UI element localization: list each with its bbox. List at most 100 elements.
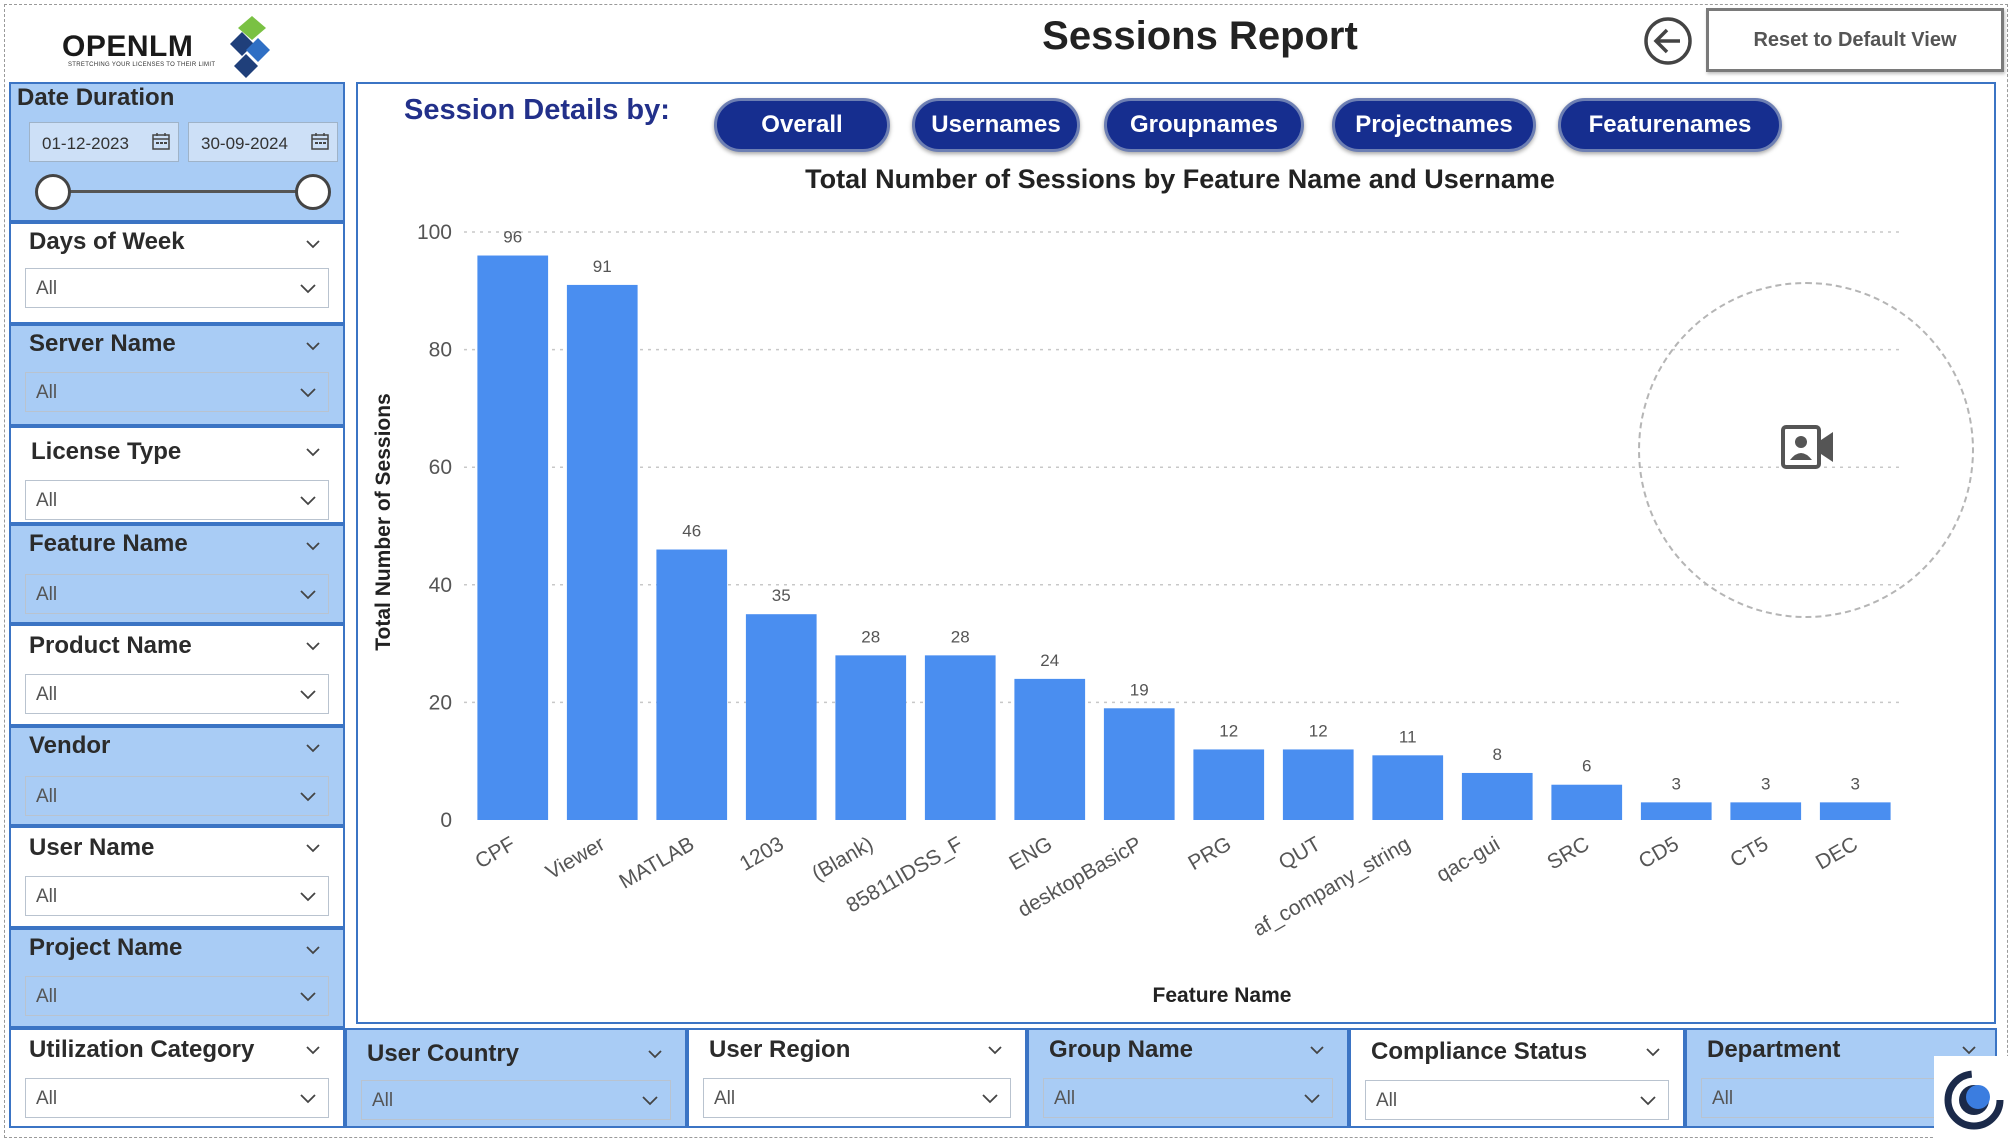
dropdown-license-type[interactable]: All [25, 480, 329, 520]
tab-overall[interactable]: Overall [714, 98, 890, 152]
chart-title: Total Number of Sessions by Feature Name… [805, 164, 1555, 194]
data-label: 46 [682, 522, 701, 541]
chevron-down-icon[interactable] [300, 280, 316, 296]
chevron-down-icon[interactable] [1640, 1092, 1656, 1108]
slicer-feature-name: Feature Name All [9, 524, 345, 624]
date-range-track[interactable] [55, 190, 315, 193]
x-tick-label: qac-gui [1433, 832, 1504, 886]
chevron-down-icon[interactable] [305, 338, 321, 354]
slicer-title: Days of Week [29, 228, 185, 255]
x-axis-label: Feature Name [1153, 984, 1292, 1007]
chevron-down-icon[interactable] [1309, 1042, 1325, 1058]
chevron-down-icon[interactable] [305, 942, 321, 958]
chevron-down-icon[interactable] [300, 788, 316, 804]
chevron-down-icon[interactable] [642, 1092, 658, 1108]
dropdown-group-name[interactable]: All [1043, 1078, 1333, 1118]
dropdown-days-of-week[interactable]: All [25, 268, 329, 308]
dropdown-value: All [1054, 1088, 1076, 1109]
tab-featurenames[interactable]: Featurenames [1558, 98, 1782, 152]
video-placeholder[interactable] [1638, 282, 1974, 618]
slicer-user-name: User Name All [9, 826, 345, 928]
data-label: 12 [1219, 721, 1238, 740]
dropdown-utilization-category[interactable]: All [25, 1078, 329, 1118]
data-label: 35 [772, 586, 791, 605]
tab-groupnames[interactable]: Groupnames [1104, 98, 1304, 152]
chevron-down-icon[interactable] [300, 988, 316, 1004]
chevron-down-icon[interactable] [982, 1090, 998, 1106]
x-tick-label: QUT [1275, 832, 1325, 874]
chevron-down-icon[interactable] [305, 538, 321, 554]
slicer-title: Project Name [29, 934, 183, 961]
slicer-user-country: User Country All [345, 1028, 687, 1128]
slicer-title: User Name [29, 834, 155, 861]
chevron-down-icon[interactable] [300, 384, 316, 400]
y-tick-label: 80 [429, 339, 452, 362]
dropdown-product-name[interactable]: All [25, 674, 329, 714]
bar [1640, 802, 1712, 820]
dropdown-compliance-status[interactable]: All [1365, 1080, 1669, 1120]
calendar-icon[interactable] [152, 132, 170, 150]
dropdown-feature-name[interactable]: All [25, 574, 329, 614]
dropdown-project-name[interactable]: All [25, 976, 329, 1016]
slicer-utilization-category: Utilization Category All [9, 1028, 345, 1128]
reset-default-view-button[interactable]: Reset to Default View [1706, 8, 2004, 72]
date-range-start-handle[interactable] [35, 174, 71, 210]
dropdown-user-country[interactable]: All [361, 1080, 671, 1120]
slicer-project-name: Project Name All [9, 928, 345, 1028]
page-title: Sessions Report [1042, 14, 1358, 58]
date-duration-slicer: Date Duration 01-12-2023 30-09-2024 [9, 82, 345, 222]
slicer-days-of-week: Days of Week All [9, 222, 345, 324]
video-camera-icon[interactable] [1780, 424, 1836, 470]
bar [1103, 708, 1175, 820]
dropdown-vendor[interactable]: All [25, 776, 329, 816]
dropdown-value: All [36, 584, 58, 605]
tab-projectnames[interactable]: Projectnames [1332, 98, 1536, 152]
back-button[interactable] [1643, 16, 1693, 66]
x-tick-label: ENG [1005, 832, 1056, 875]
dropdown-user-region[interactable]: All [703, 1078, 1011, 1118]
chevron-down-icon[interactable] [305, 638, 321, 654]
session-details-label: Session Details by: [404, 94, 670, 126]
chevron-down-icon[interactable] [305, 236, 321, 252]
slicer-title: Vendor [29, 732, 111, 759]
tab-usernames[interactable]: Usernames [912, 98, 1080, 152]
y-tick-label: 100 [417, 221, 452, 244]
data-label: 24 [1040, 651, 1059, 670]
arrow-left-circle-icon [1644, 17, 1692, 65]
slicer-title: Feature Name [29, 530, 188, 557]
data-label: 11 [1399, 727, 1417, 746]
chevron-down-icon[interactable] [647, 1046, 663, 1062]
chevron-down-icon[interactable] [305, 1042, 321, 1058]
logo-diamond-icon [230, 16, 270, 78]
sessions-bar-chart: 0 20 40 60 80 100 96 91 46 35 28 28 24 19 12 12 11 8 6 3 3 3… [372, 221, 1900, 1007]
bar [1730, 802, 1802, 820]
date-range-end-handle[interactable] [295, 174, 331, 210]
calendar-icon[interactable] [311, 132, 329, 150]
chevron-down-icon[interactable] [305, 840, 321, 856]
chevron-down-icon[interactable] [1645, 1044, 1661, 1060]
chevron-down-icon[interactable] [300, 586, 316, 602]
bar [1014, 678, 1086, 820]
start-date-input[interactable]: 01-12-2023 [29, 122, 179, 162]
bar [1372, 755, 1444, 820]
chevron-down-icon[interactable] [305, 740, 321, 756]
data-label: 6 [1582, 757, 1591, 776]
dropdown-value: All [1712, 1088, 1734, 1109]
chart-bars [477, 255, 1891, 820]
chevron-down-icon[interactable] [1961, 1042, 1977, 1058]
chevron-down-icon[interactable] [305, 444, 321, 460]
chevron-down-icon[interactable] [987, 1042, 1003, 1058]
chevron-down-icon[interactable] [1304, 1090, 1320, 1106]
chevron-down-icon[interactable] [300, 686, 316, 702]
dropdown-user-name[interactable]: All [25, 876, 329, 916]
end-date-input[interactable]: 30-09-2024 [188, 122, 338, 162]
dropdown-server-name[interactable]: All [25, 372, 329, 412]
slicer-title: User Country [367, 1040, 520, 1067]
x-tick-label: af_company_string [1249, 832, 1414, 941]
chevron-down-icon[interactable] [300, 492, 316, 508]
dropdown-value: All [36, 684, 58, 705]
powerbi-corner-badge[interactable] [1934, 1056, 2012, 1140]
chevron-down-icon[interactable] [300, 1090, 316, 1106]
slicer-server-name: Server Name All [9, 324, 345, 426]
chevron-down-icon[interactable] [300, 888, 316, 904]
